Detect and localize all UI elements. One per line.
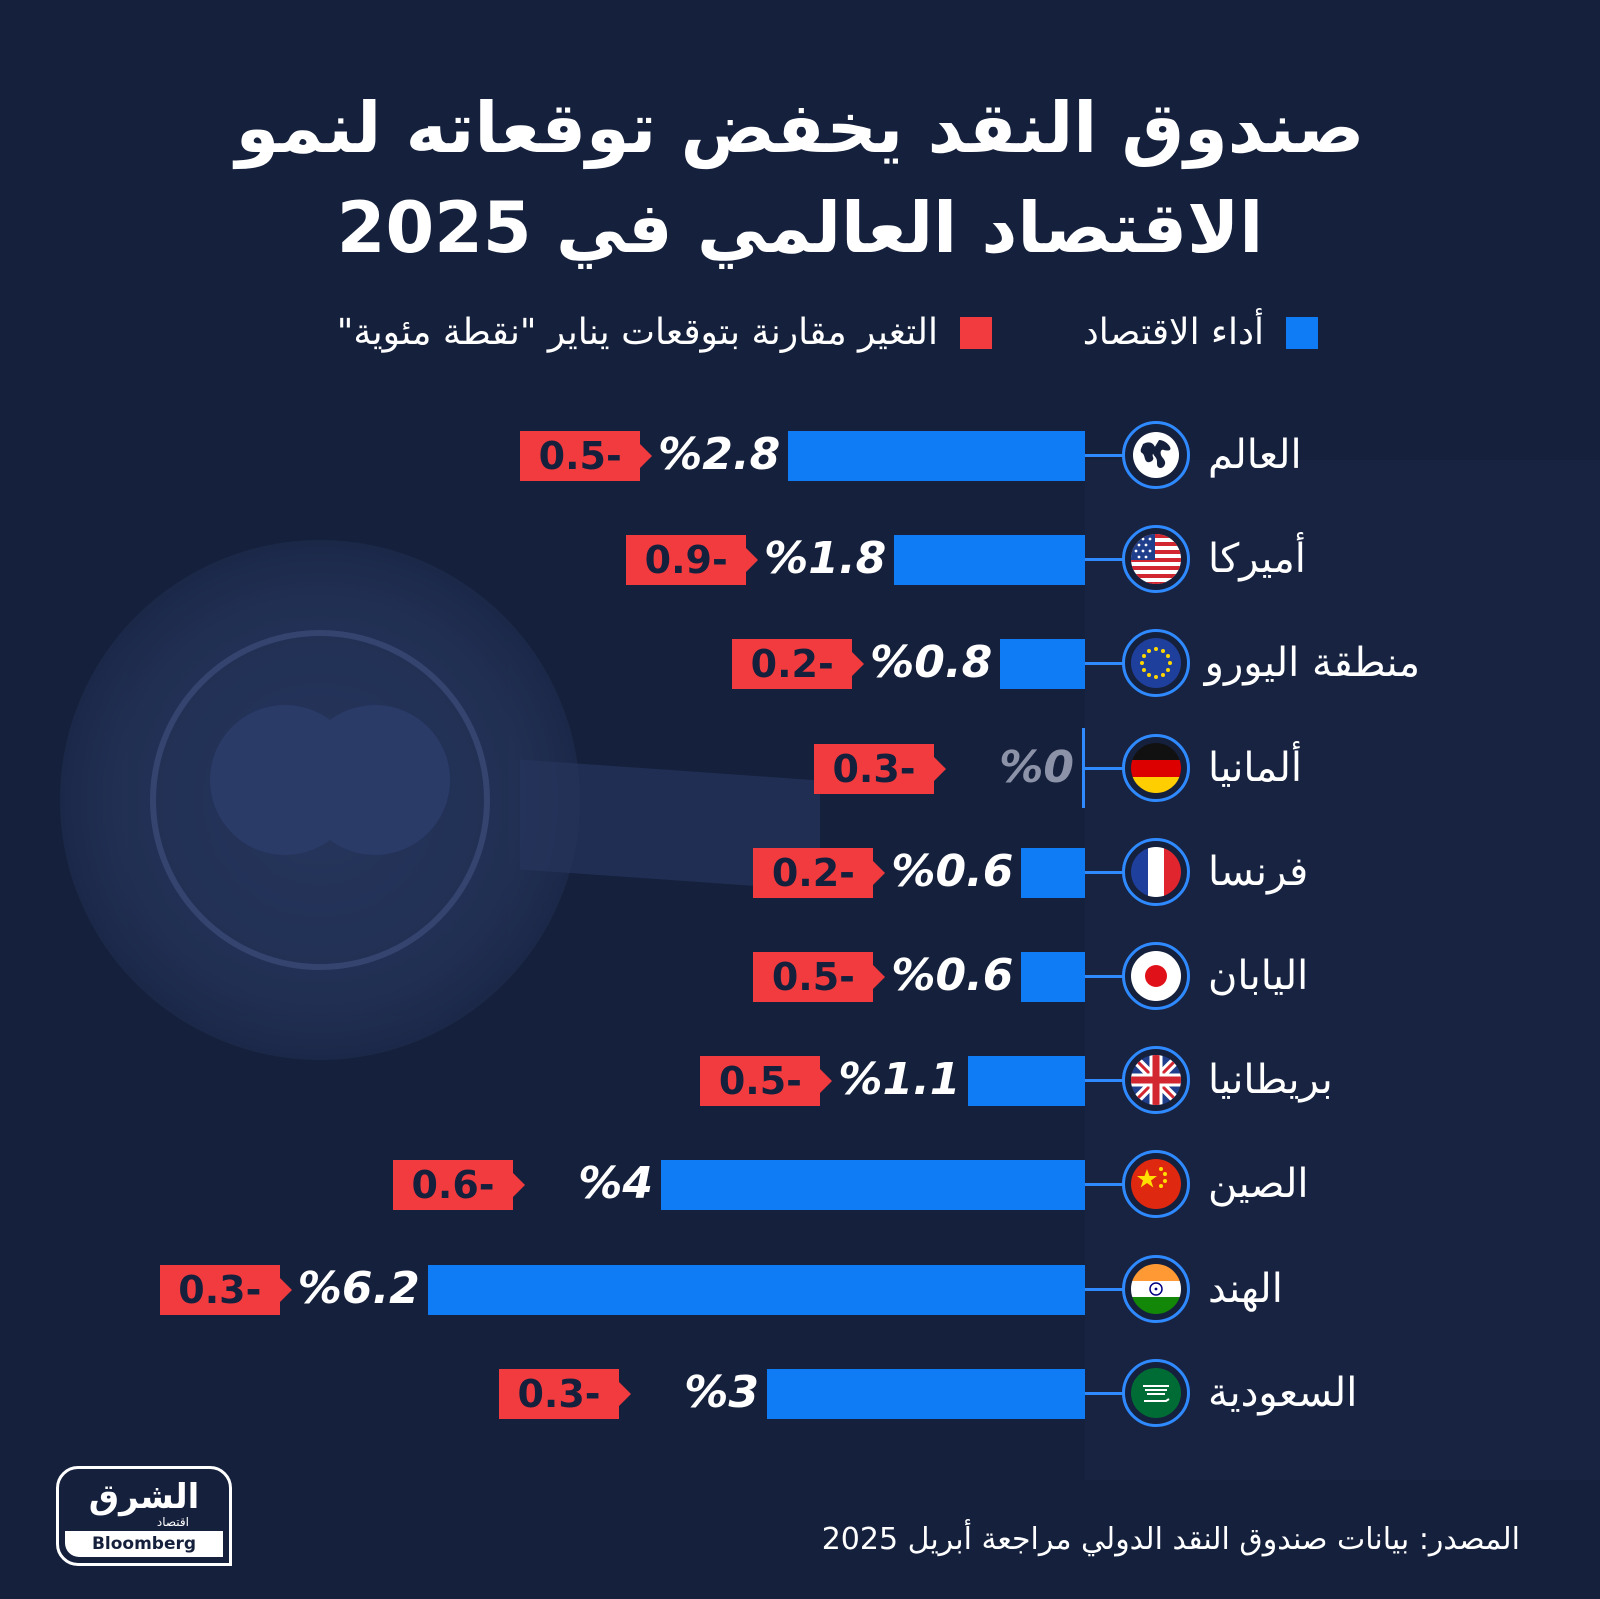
connector-line xyxy=(1085,1183,1123,1187)
value-label: %3 xyxy=(684,1366,759,1418)
category-label: ألمانيا xyxy=(1208,744,1303,791)
change-label: 0.5- xyxy=(520,431,653,481)
value-label: %0 xyxy=(999,741,1074,793)
chart-title: صندوق النقد يخفض توقعاته لنمو الاقتصاد ا… xyxy=(0,78,1600,278)
chart-row: منطقة اليورو %0.8 0.2- xyxy=(0,623,1600,703)
logo-arabic: الشرق xyxy=(88,1477,200,1517)
value-label: %0.6 xyxy=(891,845,1014,897)
legend-item-change: التغير مقارنة بتوقعات يناير "نقطة مئوية" xyxy=(337,308,992,358)
chart-row: الهند %6.2 0.3- xyxy=(0,1249,1600,1329)
category-label: فرنسا xyxy=(1208,848,1309,895)
change-label: 0.3- xyxy=(814,743,946,794)
category-label: أميركا xyxy=(1208,536,1306,583)
asharq-bloomberg-logo: الشرق اقتصاد Bloomberg xyxy=(56,1466,232,1566)
legend-swatch-blue xyxy=(1286,317,1318,349)
eu-flag-icon xyxy=(1122,629,1190,698)
category-label: الهند xyxy=(1208,1265,1283,1312)
saudi-flag-icon xyxy=(1122,1358,1190,1427)
logo-sub: اقتصاد xyxy=(156,1515,189,1529)
source-note: المصدر: بيانات صندوق النقد الدولي مراجعة… xyxy=(821,1522,1520,1557)
usa-flag-icon xyxy=(1122,525,1190,594)
category-label: منطقة اليورو xyxy=(1204,640,1420,687)
chart-row: اليابان %0.6 0.5- xyxy=(0,936,1600,1016)
performance-bar xyxy=(427,1264,1085,1315)
legend-swatch-red xyxy=(960,317,992,349)
change-label: 0.5- xyxy=(753,952,886,1002)
change-label: 0.9- xyxy=(626,535,759,586)
category-label: الصين xyxy=(1208,1161,1309,1208)
category-label: بريطانيا xyxy=(1208,1057,1333,1104)
performance-bar xyxy=(968,1056,1085,1107)
chart-row: العالم %2.8 0.5- xyxy=(0,415,1600,495)
value-label: %0.8 xyxy=(870,637,993,689)
value-label: %0.6 xyxy=(891,950,1014,1001)
performance-bar xyxy=(788,431,1085,481)
connector-line xyxy=(1085,975,1123,978)
performance-bar xyxy=(894,535,1085,586)
chart-row: السعودية %3 0.3- xyxy=(0,1353,1600,1433)
chart-row: فرنسا %0.6 0.2- xyxy=(0,832,1600,912)
performance-bar xyxy=(767,1368,1085,1419)
chart-row: بريطانيا %1.1 0.5- xyxy=(0,1040,1600,1120)
value-label: %1.1 xyxy=(838,1054,961,1106)
value-label: %2.8 xyxy=(658,429,781,480)
chart-row: ألمانيا %0 0.3- xyxy=(0,727,1600,808)
germany-flag-icon xyxy=(1122,733,1190,802)
legend-item-performance: أداء الاقتصاد xyxy=(1083,308,1318,358)
value-label: %1.8 xyxy=(764,533,887,585)
connector-line xyxy=(1085,766,1123,770)
logo-brand: Bloomberg xyxy=(65,1531,223,1557)
zero-baseline xyxy=(1082,727,1085,808)
connector-line xyxy=(1085,558,1123,562)
category-label: السعودية xyxy=(1208,1369,1358,1416)
performance-bar xyxy=(1021,952,1085,1002)
globe-icon xyxy=(1122,421,1190,489)
china-flag-icon xyxy=(1122,1150,1190,1219)
performance-bar xyxy=(1000,639,1085,690)
value-label: %4 xyxy=(578,1158,653,1210)
category-label: العالم xyxy=(1208,432,1302,478)
value-label: %6.2 xyxy=(297,1262,420,1314)
performance-bar xyxy=(661,1160,1085,1211)
connector-line xyxy=(1085,1287,1123,1291)
category-label: اليابان xyxy=(1208,953,1309,999)
title-line-1: صندوق النقد يخفض توقعاته لنمو xyxy=(235,87,1365,169)
change-label: 0.2- xyxy=(753,847,886,898)
connector-line xyxy=(1085,662,1123,666)
change-label: 0.2- xyxy=(732,639,865,690)
change-label: 0.6- xyxy=(393,1160,525,1211)
change-label: 0.3- xyxy=(159,1264,292,1315)
legend-label-change: التغير مقارنة بتوقعات يناير "نقطة مئوية" xyxy=(336,312,938,353)
imf-seal-background xyxy=(60,540,580,1060)
connector-line xyxy=(1085,1079,1123,1083)
connector-line xyxy=(1085,1391,1123,1395)
title-line-2: الاقتصاد العالمي في 2025 xyxy=(336,187,1264,269)
connector-line xyxy=(1085,870,1123,874)
connector-line xyxy=(1085,454,1123,457)
chart-row: أميركا %1.8 0.9- xyxy=(0,519,1600,599)
legend-label-performance: أداء الاقتصاد xyxy=(1082,312,1264,353)
chart-row: الصين %4 0.6- xyxy=(0,1144,1600,1224)
india-flag-icon xyxy=(1122,1254,1190,1323)
performance-bar xyxy=(1021,847,1085,898)
france-flag-icon xyxy=(1122,837,1190,906)
uk-flag-icon xyxy=(1122,1046,1190,1115)
japan-flag-icon xyxy=(1122,942,1190,1010)
change-label: 0.3- xyxy=(499,1368,631,1419)
change-label: 0.5- xyxy=(700,1056,833,1107)
legend: أداء الاقتصاد التغير مقارنة بتوقعات يناي… xyxy=(0,308,1600,358)
